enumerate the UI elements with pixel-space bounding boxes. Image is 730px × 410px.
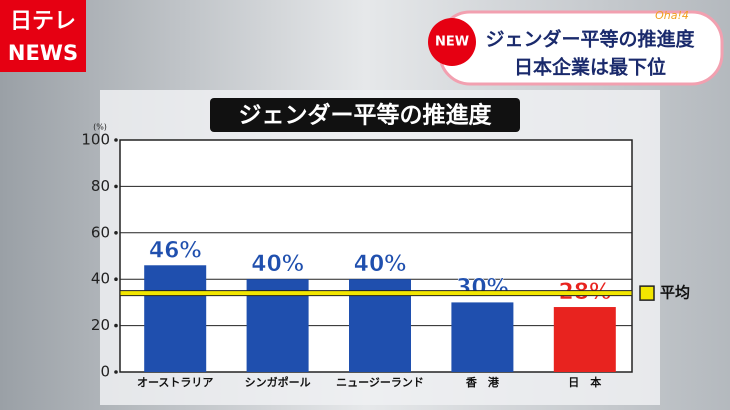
value-label: 46% <box>149 238 202 263</box>
y-tick-label: 80 <box>91 177 110 195</box>
logo-bottom: NEWS <box>8 41 78 65</box>
y-tick-label: 20 <box>91 316 110 334</box>
x-tick-label: ニュージーランド <box>336 376 424 389</box>
bar <box>553 307 616 372</box>
program-logo: Oha!4 <box>655 9 689 22</box>
headline-2: 日本企業は最下位 <box>514 56 666 79</box>
chart-title-box <box>210 98 520 132</box>
chart-title: ジェンダー平等の推進度 <box>239 102 493 129</box>
average-legend-label: 平均 <box>660 284 690 302</box>
headline-1: ジェンダー平等の推進度 <box>485 28 695 51</box>
badge <box>428 18 476 66</box>
average-line <box>119 290 633 297</box>
y-unit: (%) <box>93 123 107 132</box>
logo-top: 日テレ <box>10 9 76 34</box>
y-tick-label: 40 <box>91 270 110 288</box>
x-tick-label: 香 港 <box>465 375 500 389</box>
value-label: 40% <box>354 252 407 277</box>
y-tick-mark <box>114 138 118 142</box>
y-tick-mark <box>114 184 118 189</box>
y-tick-mark <box>114 370 118 374</box>
x-tick-label: シンガポール <box>245 375 311 389</box>
x-tick-label: オーストラリア <box>137 376 213 389</box>
y-tick-label: 60 <box>91 223 110 241</box>
y-tick-mark <box>114 277 118 282</box>
badge-text: NEW <box>435 35 469 50</box>
value-label: 30% <box>456 275 509 300</box>
y-tick-label: 0 <box>100 363 110 381</box>
y-tick-mark <box>114 323 118 328</box>
y-tick-label: 100 <box>81 131 110 149</box>
bar <box>144 265 207 372</box>
y-tick-mark <box>114 231 118 235</box>
average-legend-swatch <box>639 285 655 301</box>
x-tick-label: 日 本 <box>568 375 601 389</box>
logo-box <box>0 0 86 72</box>
value-label: 40% <box>251 252 304 277</box>
bar <box>451 302 514 372</box>
